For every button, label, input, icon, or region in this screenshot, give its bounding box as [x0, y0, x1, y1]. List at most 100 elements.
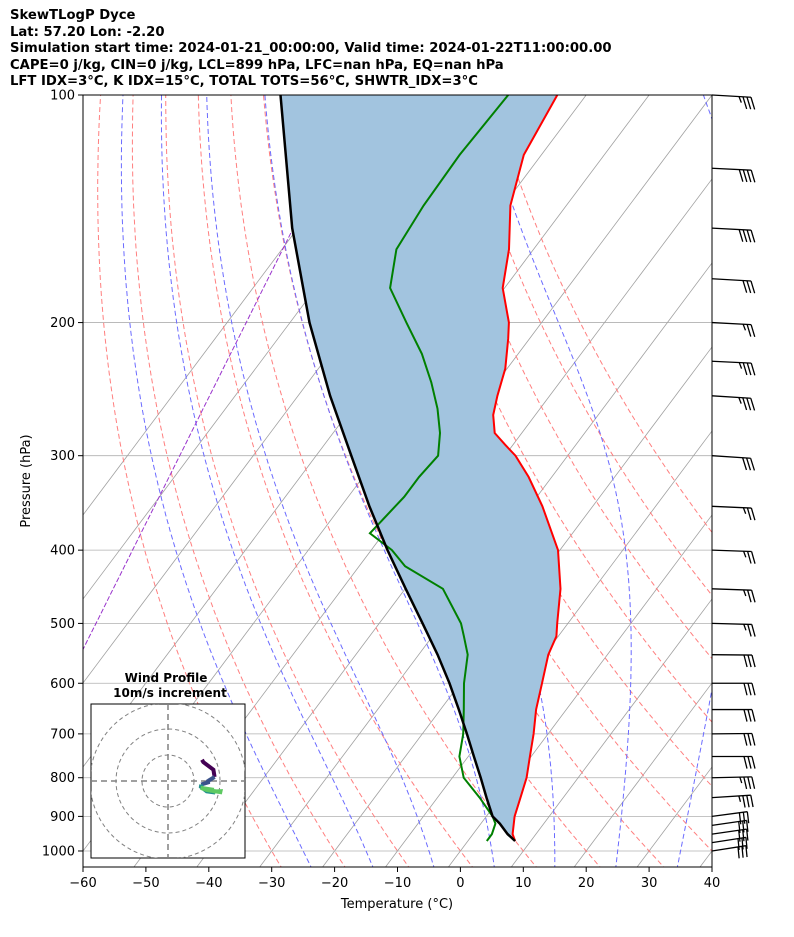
barb-flag	[747, 776, 752, 790]
barb-flag	[746, 397, 752, 411]
hodograph-segment	[200, 775, 216, 787]
barb-flag	[747, 709, 752, 722]
isotherm-0	[447, 514, 712, 867]
barb-staff	[711, 828, 747, 835]
barb-flag	[741, 837, 744, 850]
barb-flag	[746, 169, 752, 183]
barb-flag	[741, 846, 744, 858]
moist-adiabat--15	[160, 95, 374, 867]
wind-barb	[711, 588, 756, 603]
barb-flag	[747, 733, 752, 746]
barb-staff	[711, 811, 748, 818]
barb-half-flag	[743, 589, 747, 597]
barb-flag	[750, 398, 756, 411]
barb-flag	[745, 845, 748, 858]
wind-barb	[711, 505, 756, 521]
barb-half-flag	[743, 551, 747, 558]
barb-flag	[747, 654, 752, 668]
barb-flag	[743, 756, 748, 769]
inset-title: Wind Profile	[125, 671, 208, 685]
barb-flag	[751, 756, 756, 769]
barb-staff	[711, 845, 747, 852]
wind-barb	[711, 395, 756, 411]
barb-staff	[711, 94, 752, 98]
barb-staff	[711, 505, 752, 509]
barb-flag	[746, 229, 752, 243]
barb-flag	[738, 821, 741, 834]
barb-flag	[750, 551, 756, 564]
barb-flag	[738, 812, 742, 825]
wind-barb	[711, 654, 756, 668]
x-tick-label: 30	[641, 876, 658, 891]
moist-adiabat-25	[477, 95, 632, 867]
wind-barb	[711, 227, 756, 243]
barb-flag	[743, 776, 748, 790]
barb-flag	[743, 654, 748, 668]
dry-adiabat-80	[458, 95, 712, 597]
inset-content	[91, 704, 245, 858]
barb-flag	[738, 830, 741, 842]
dry-adiabat-0	[197, 95, 474, 867]
barb-staff	[711, 455, 751, 459]
y-tick-label: 100	[50, 89, 75, 104]
moist-adiabat-5	[264, 95, 495, 867]
wind-barb	[711, 321, 756, 337]
barb-flag	[750, 324, 756, 337]
barb-flag	[746, 324, 752, 337]
barb-flag	[742, 169, 748, 183]
barb-flag	[751, 776, 756, 789]
barb-flag	[738, 169, 744, 182]
barb-flag	[750, 230, 756, 243]
barb-flag	[747, 624, 752, 637]
location-line: Lat: 57.20 Lon: -2.20	[10, 24, 165, 40]
x-tick-label: 40	[704, 876, 721, 891]
barb-staff	[711, 360, 752, 364]
moist-adiabat--5	[206, 95, 435, 867]
wind-barb	[712, 682, 756, 696]
barb-flag	[750, 795, 754, 808]
wind-barb	[711, 360, 756, 376]
x-tick-label: −40	[195, 876, 222, 891]
wind-barb	[711, 732, 756, 746]
y-tick-label: 500	[50, 617, 75, 632]
barb-flag	[751, 733, 756, 746]
dry-adiabat--20	[131, 95, 346, 867]
barb-flag	[746, 457, 752, 471]
x-tick-label: 0	[456, 876, 464, 891]
y-tick-label: 900	[50, 810, 75, 825]
x-tick-label: 20	[578, 876, 595, 891]
barb-half-flag	[738, 96, 742, 103]
barb-flag	[750, 362, 756, 376]
chart-title: SkewTLogP Dyce	[10, 8, 136, 23]
isotherm-50	[761, 60, 794, 870]
barb-flag	[746, 811, 750, 824]
wind-barb	[711, 776, 756, 790]
barb-flag	[746, 280, 752, 294]
wind-barb	[711, 828, 749, 842]
hodograph-segment	[200, 758, 217, 778]
time-line: Simulation start time: 2024-01-21_00:00:…	[10, 41, 612, 56]
indices-line-1: CAPE=0 j/kg, CIN=0 j/kg, LCL=899 hPa, LF…	[10, 57, 504, 73]
wind-barb	[711, 94, 756, 110]
barb-half-flag	[738, 397, 742, 404]
wind-barb	[711, 836, 748, 851]
barb-staff	[711, 776, 752, 779]
y-tick-label: 300	[50, 449, 75, 464]
x-tick-label: −50	[132, 876, 159, 891]
dewpoint-line	[368, 95, 509, 842]
barb-flag	[742, 795, 746, 808]
temperature-line	[492, 95, 562, 842]
mixing-ratio-line	[83, 95, 361, 651]
barb-flag	[742, 397, 748, 411]
y-tick-label: 800	[50, 771, 75, 786]
barb-flag	[742, 362, 748, 376]
wind-barb	[711, 811, 750, 825]
barb-flag	[747, 683, 752, 696]
barb-staff	[711, 321, 752, 326]
barb-flag	[746, 795, 750, 808]
barb-flag	[750, 169, 756, 183]
barb-flag	[742, 96, 748, 110]
x-tick-label: −20	[321, 876, 348, 891]
barb-flag	[743, 683, 748, 696]
moist-adiabat--25	[120, 95, 312, 867]
